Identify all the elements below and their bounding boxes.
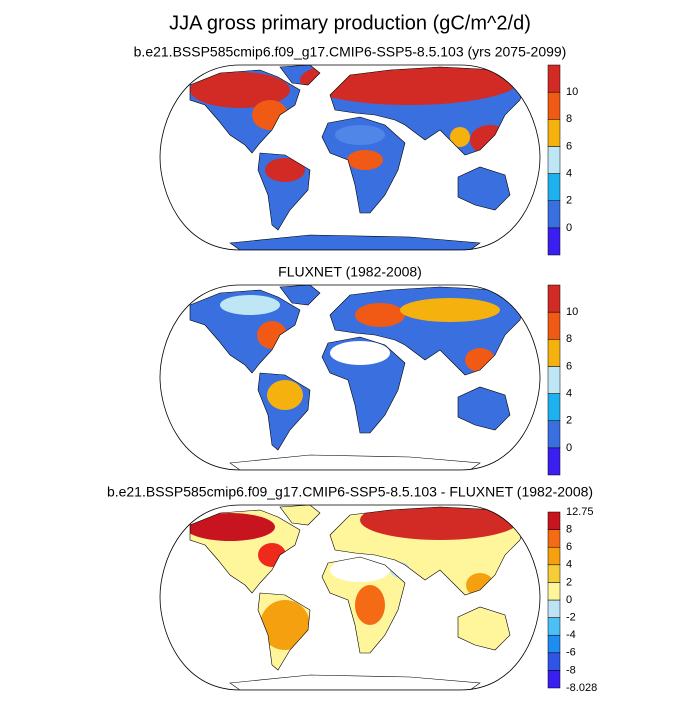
field-patch <box>360 505 520 540</box>
field-patch <box>220 295 280 315</box>
colorbar-label: 8 <box>566 524 572 536</box>
colorbar-label: 0 <box>566 222 572 234</box>
colorbar-label: -8 <box>566 664 576 676</box>
colorbar-label: 6 <box>566 140 572 152</box>
colorbar-segment <box>547 599 561 618</box>
field-patch <box>390 562 410 578</box>
colorbar-segment <box>547 564 561 583</box>
panel-subtitle: b.e21.BSSP585cmip6.f09_g17.CMIP6-SSP5-8.… <box>134 44 567 60</box>
colorbar-segment <box>547 64 561 93</box>
field-patch <box>260 600 310 650</box>
colorbar-segment <box>547 634 561 654</box>
colorbar-label: 12.75 <box>566 506 594 518</box>
field-patch <box>355 303 405 327</box>
colorbar-segment <box>547 284 561 313</box>
map-outline <box>159 284 541 471</box>
colorbar-label: 0 <box>566 594 572 606</box>
colorbar-label: 0 <box>566 442 572 454</box>
colorbar-label: 6 <box>566 360 572 372</box>
colorbar-label: 2 <box>566 415 572 427</box>
colorbar-segment <box>547 146 561 174</box>
figure-title: JJA gross primary production (gC/m^2/d) <box>169 12 531 34</box>
colorbar-segment <box>547 119 561 147</box>
colorbar-label: 4 <box>566 167 572 179</box>
map-outline <box>159 504 541 691</box>
field-patch <box>257 321 287 349</box>
colorbar-segment <box>547 420 561 449</box>
field-patch <box>267 380 303 410</box>
colorbar-label: 4 <box>566 559 572 571</box>
field-patch <box>265 158 305 182</box>
colorbar-label: -2 <box>566 612 576 624</box>
colorbar-segment <box>547 173 561 201</box>
colorbar-label: 4 <box>566 387 572 399</box>
colorbar-segment <box>547 511 561 530</box>
colorbar-segment <box>547 546 561 566</box>
field-patch <box>465 348 495 372</box>
colorbar-segment <box>547 311 561 340</box>
panel-subtitle: FLUXNET (1982-2008) <box>278 264 422 280</box>
field-patch <box>190 513 275 541</box>
field-patch <box>450 127 470 147</box>
colorbar-segment <box>547 393 561 421</box>
colorbar-segment <box>547 447 561 476</box>
colorbar-label: -4 <box>566 629 576 641</box>
field-patch <box>252 100 288 130</box>
field-patch <box>400 298 500 322</box>
field-patch <box>355 585 385 625</box>
colorbar-label: 2 <box>566 576 572 588</box>
colorbar-label: 2 <box>566 195 572 207</box>
field-patch <box>190 72 290 108</box>
colorbar-label: 10 <box>566 86 578 98</box>
colorbar-segment <box>547 617 561 636</box>
colorbar-segment <box>547 91 561 120</box>
colorbar-label: -6 <box>566 647 576 659</box>
colorbar-label: 10 <box>566 306 578 318</box>
colorbar-segment <box>547 366 561 394</box>
colorbar-segment <box>547 339 561 367</box>
colorbar-segment <box>547 652 561 671</box>
map-outline <box>159 64 541 251</box>
field-patch <box>335 125 385 145</box>
colorbar-segment <box>547 200 561 229</box>
field-patch <box>330 341 390 365</box>
map-panel <box>159 284 541 471</box>
map-panel <box>159 504 541 691</box>
colorbar-label: 8 <box>566 333 572 345</box>
colorbar-segment <box>547 670 561 689</box>
field-patch <box>258 543 286 567</box>
colorbar-label: 8 <box>566 113 572 125</box>
colorbar-label: 6 <box>566 541 572 553</box>
colorbar-segment <box>547 529 561 548</box>
map-panel <box>159 64 541 251</box>
panel-subtitle: b.e21.BSSP585cmip6.f09_g17.CMIP6-SSP5-8.… <box>107 484 593 500</box>
field-patch <box>347 150 383 170</box>
field-patch <box>330 558 390 582</box>
colorbar-segment <box>547 227 561 256</box>
colorbar-segment <box>547 582 561 601</box>
colorbar-label: -8.028 <box>566 682 597 694</box>
field-patch <box>300 65 520 105</box>
